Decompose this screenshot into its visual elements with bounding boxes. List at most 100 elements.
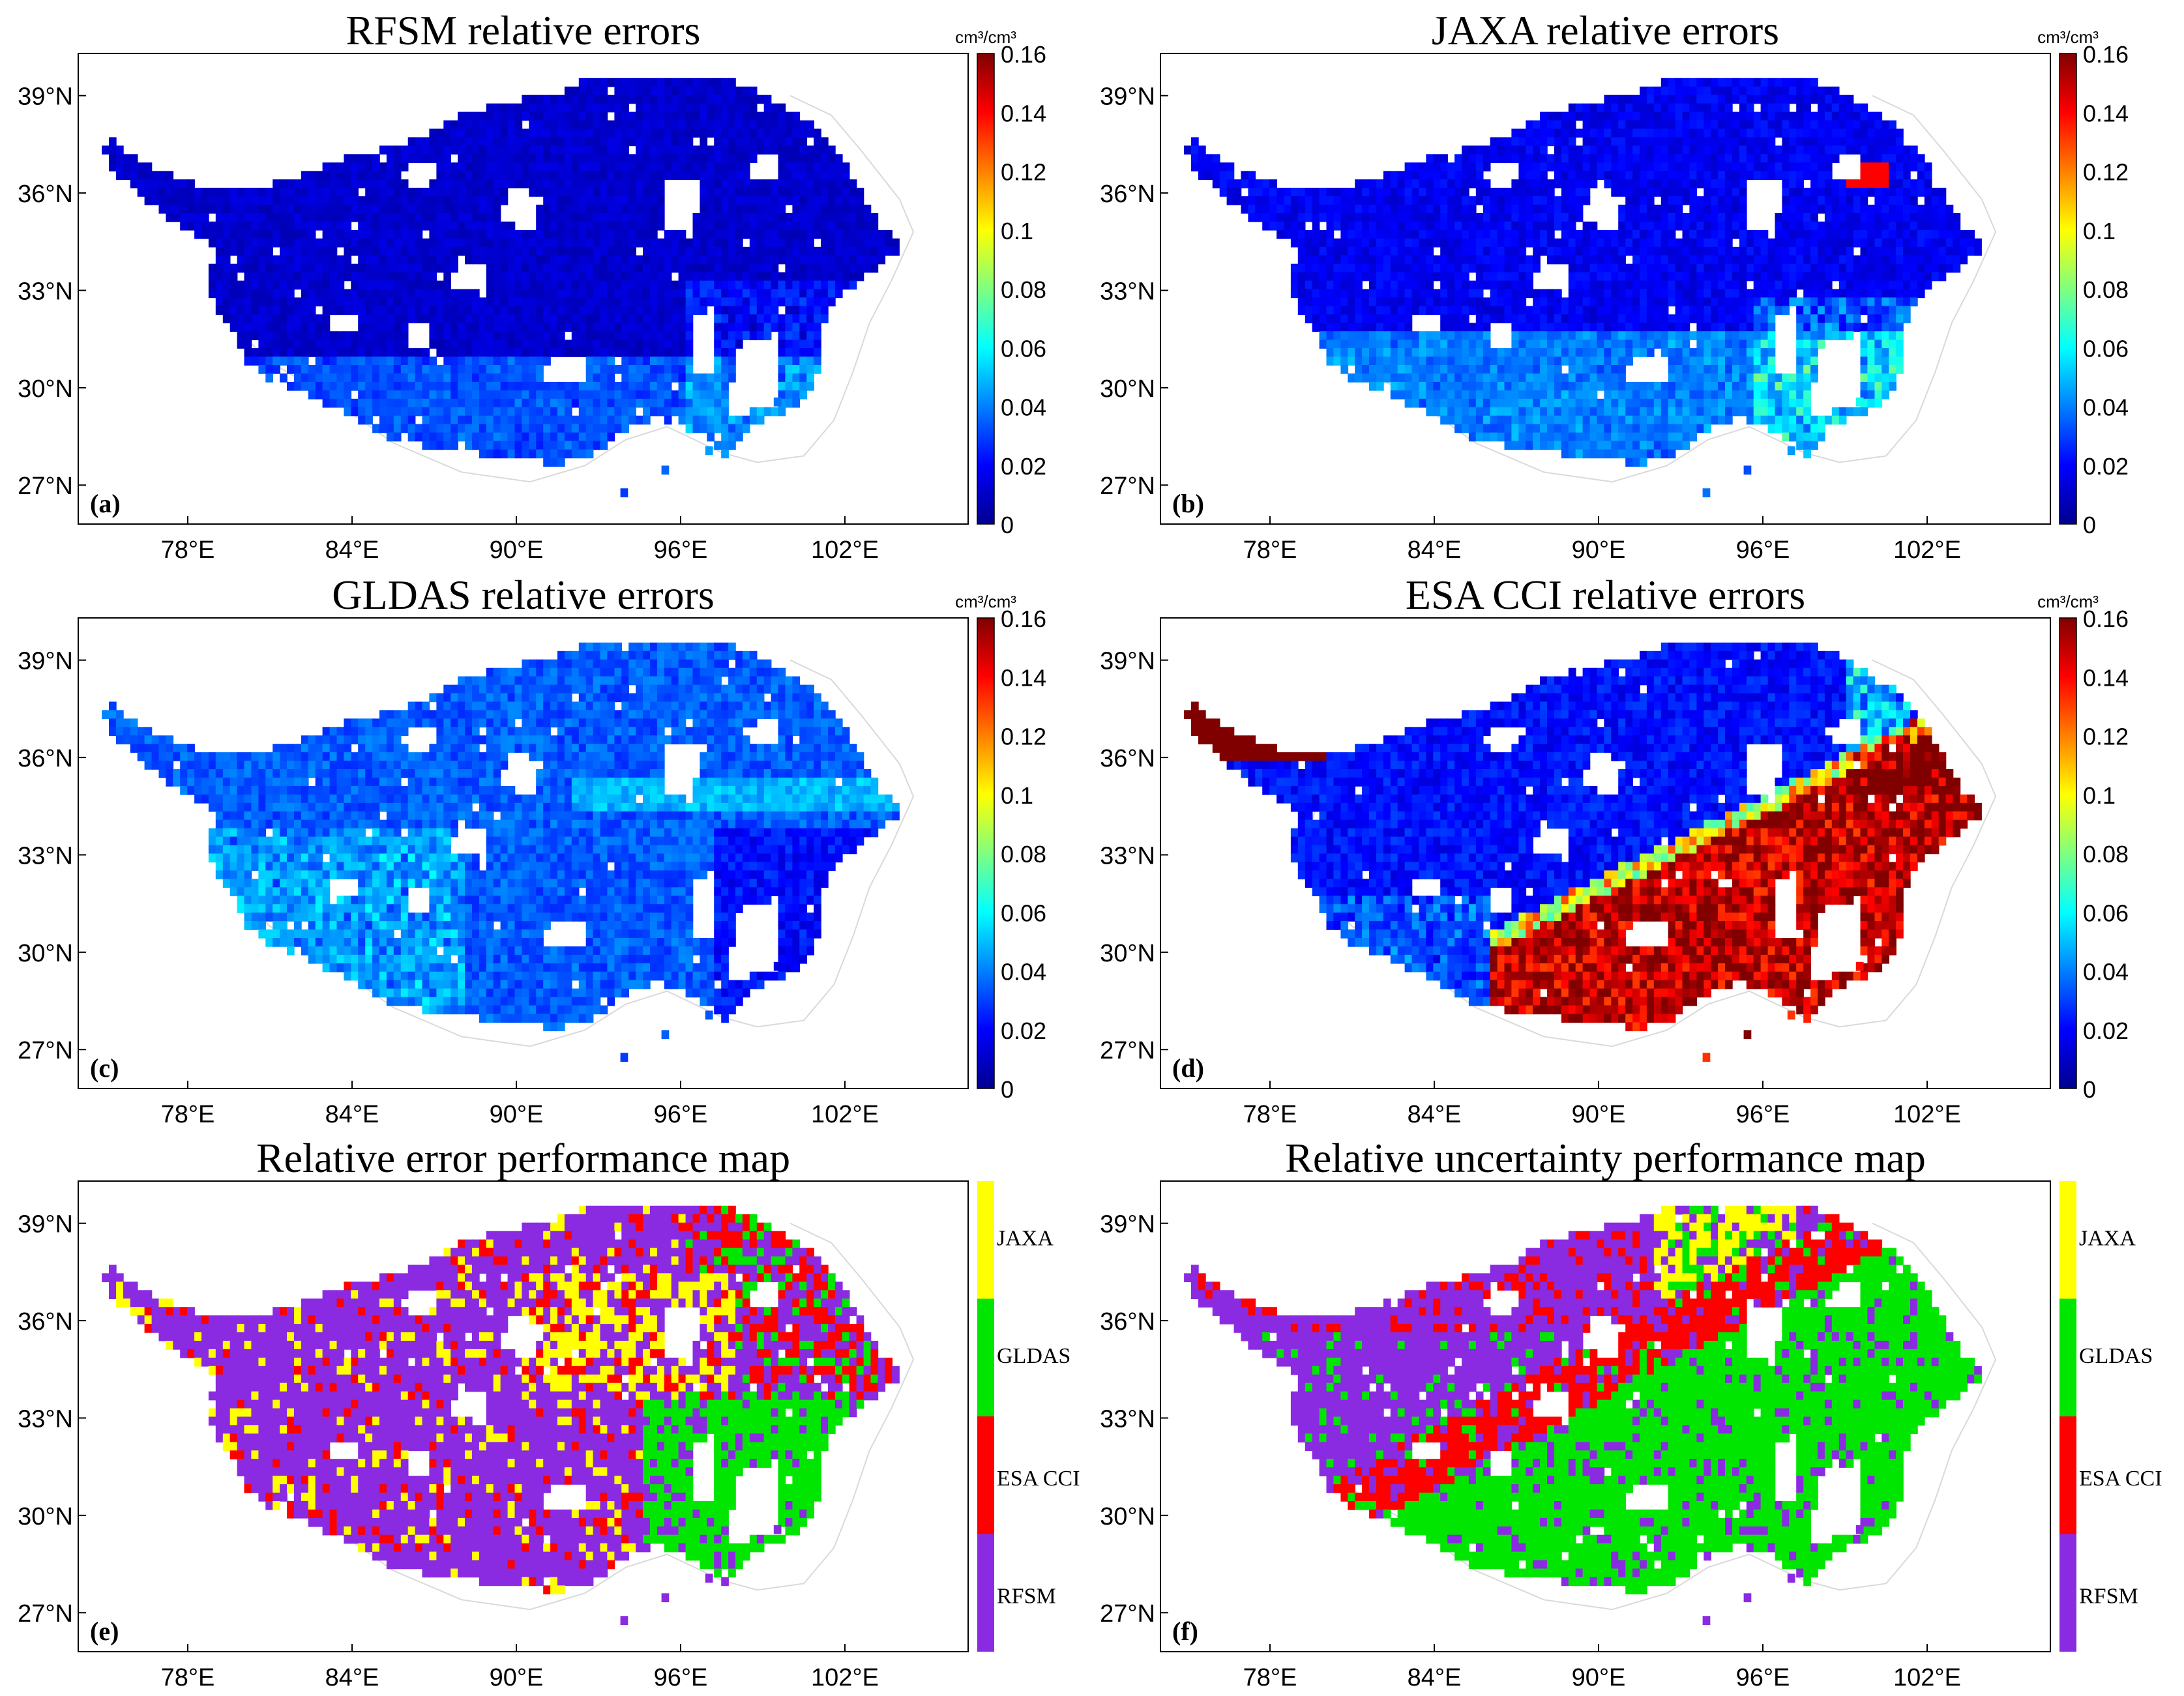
grid-cell (628, 196, 636, 205)
grid-cell (265, 188, 273, 197)
grid-cell (287, 289, 295, 299)
grid-cell (1561, 205, 1569, 214)
grid-cell (387, 247, 394, 256)
grid-cell (244, 247, 252, 256)
grid-cell (308, 222, 316, 231)
grid-cell (1255, 179, 1263, 188)
grid-cell (1540, 239, 1548, 248)
grid-cell (1540, 145, 1548, 154)
grid-cell (458, 154, 465, 163)
grid-cell (1611, 247, 1619, 256)
grid-cell (778, 239, 786, 248)
grid-cell (408, 314, 416, 323)
grid-cell (693, 121, 701, 130)
grid-cell (1355, 239, 1363, 248)
grid-cell (1312, 230, 1320, 239)
grid-cell (294, 382, 302, 391)
grid-cell (450, 264, 458, 273)
grid-cell (408, 188, 416, 197)
grid-cell (379, 314, 387, 323)
grid-cell (1419, 289, 1427, 299)
grid-cell (379, 340, 387, 349)
grid-cell (422, 373, 430, 383)
grid-cell (600, 154, 608, 163)
grid-cell (1789, 179, 1797, 188)
grid-cell (301, 357, 309, 366)
grid-cell (600, 196, 608, 205)
grid-cell (1696, 281, 1704, 290)
grid-cell (586, 450, 594, 459)
grid-cell (743, 145, 750, 154)
grid-cell (1405, 256, 1413, 265)
grid-cell (1533, 188, 1541, 197)
grid-cell (1832, 138, 1840, 147)
grid-cell (1689, 281, 1697, 290)
grid-cell (1333, 196, 1341, 205)
grid-cell (1704, 247, 1711, 256)
grid-cell (450, 323, 458, 332)
grid-cell (643, 357, 651, 366)
grid-cell (387, 171, 394, 180)
grid-cell (778, 247, 786, 256)
grid-cell (436, 179, 444, 188)
grid-cell (351, 196, 359, 205)
grid-cell (1853, 145, 1861, 154)
grid-cell (614, 154, 622, 163)
grid-cell (337, 399, 345, 408)
grid-cell (1747, 272, 1754, 282)
grid-cell (757, 121, 765, 130)
grid-cell (799, 162, 807, 171)
grid-cell (344, 297, 351, 306)
grid-cell (586, 256, 594, 265)
grid-cell (1305, 188, 1313, 197)
grid-cell (387, 399, 394, 408)
grid-cell (1754, 78, 1762, 87)
grid-cell (1661, 171, 1669, 180)
grid-cell (679, 112, 686, 121)
grid-cell (1355, 196, 1363, 205)
grid-cell (465, 239, 473, 248)
grid-cell (1576, 179, 1584, 188)
grid-cell (714, 196, 722, 205)
grid-cell (1611, 95, 1619, 104)
grid-cell (586, 340, 594, 349)
grid-cell (1910, 239, 1918, 248)
grid-cell (557, 222, 565, 231)
grid-cell (1932, 272, 1940, 282)
grid-cell (501, 196, 509, 205)
grid-cell (821, 145, 829, 154)
grid-cell (1747, 256, 1754, 265)
grid-cell (1220, 171, 1228, 180)
grid-cell (486, 424, 494, 433)
grid-cell (1832, 121, 1840, 130)
grid-cell (1839, 104, 1847, 113)
grid-cell (522, 138, 529, 147)
grid-cell (621, 138, 629, 147)
grid-cell (572, 281, 580, 290)
grid-cell (1853, 205, 1861, 214)
grid-cell (1896, 154, 1904, 163)
grid-cell (572, 382, 580, 391)
grid-cell (764, 297, 772, 306)
grid-cell (529, 112, 537, 121)
grid-cell (479, 407, 487, 417)
grid-cell (1376, 289, 1384, 299)
grid-cell (806, 289, 814, 299)
grid-cell (600, 188, 608, 197)
grid-cell (1561, 297, 1569, 306)
grid-cell (679, 138, 686, 147)
grid-cell (849, 281, 857, 290)
grid-cell (1775, 162, 1783, 171)
grid-cell (408, 348, 416, 357)
grid-cell (1269, 222, 1277, 231)
grid-cell (764, 281, 772, 290)
grid-cell (1618, 188, 1626, 197)
grid-cell (351, 373, 359, 383)
grid-cell (1861, 289, 1868, 299)
grid-cell (721, 289, 729, 299)
grid-cell (1469, 256, 1477, 265)
grid-cell (579, 348, 587, 357)
grid-cell (486, 390, 494, 400)
grid-cell (1419, 264, 1427, 273)
grid-cell (1569, 145, 1576, 154)
